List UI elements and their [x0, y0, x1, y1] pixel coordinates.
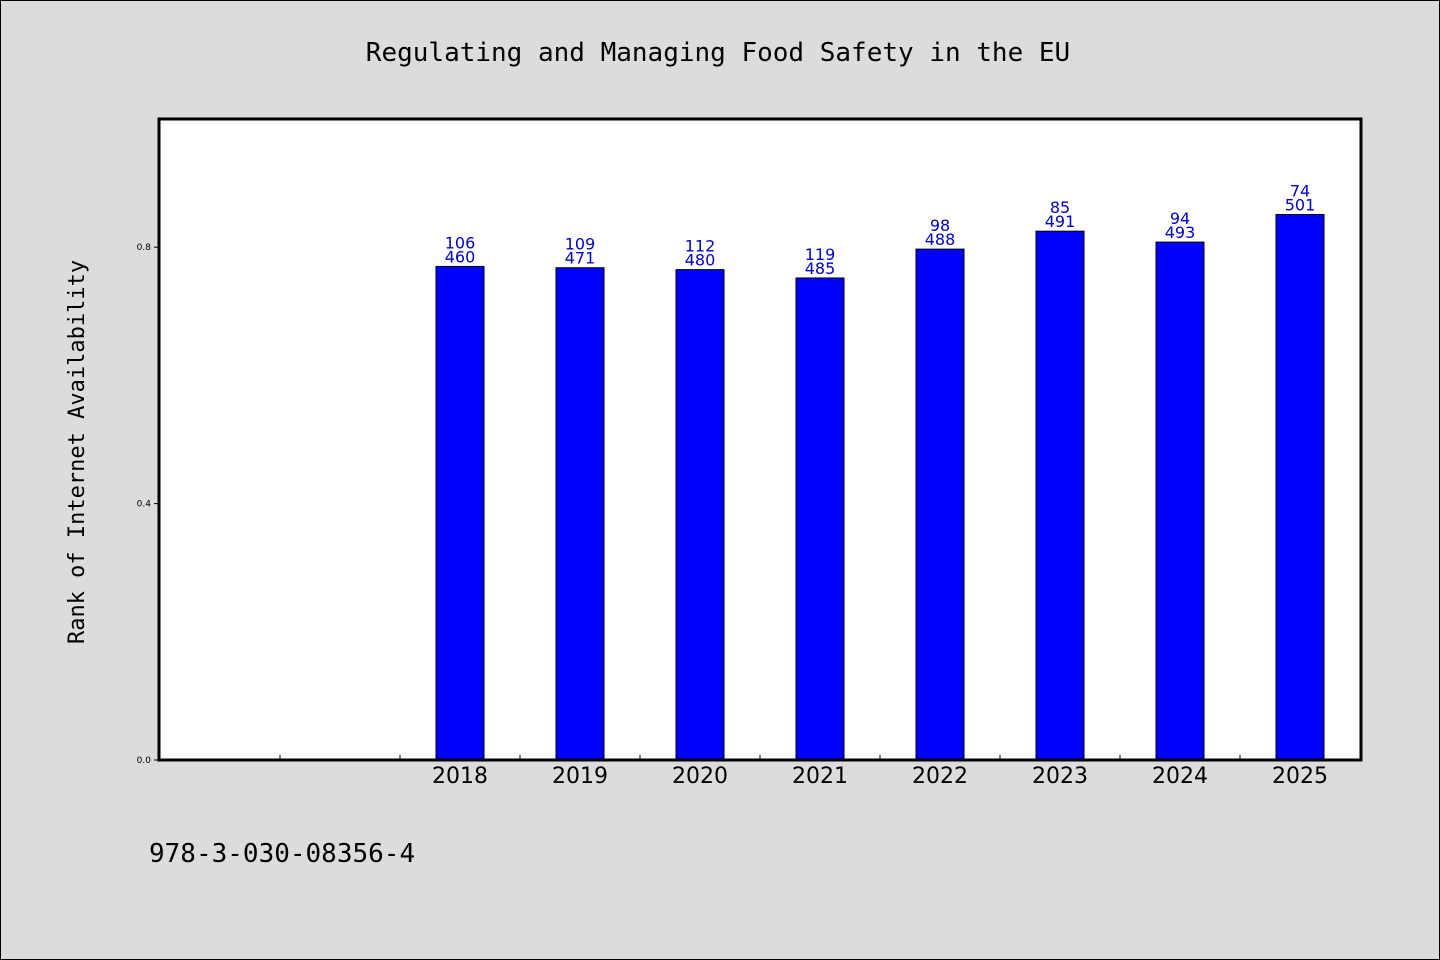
data-label-top: 119 [805, 245, 836, 264]
bar-2025 [1275, 214, 1325, 761]
bar-2021 [795, 277, 845, 761]
y-tick-label: 0.4 [137, 500, 152, 510]
data-label-top: 85 [1050, 198, 1070, 217]
x-tick-label: 2023 [1032, 764, 1088, 789]
data-label-top: 74 [1290, 182, 1310, 201]
data-label-bottom: 491 [1045, 212, 1076, 231]
bars [435, 214, 1325, 761]
axis-ticks: 0.0 0.4 0.8 [137, 243, 1241, 766]
bar-2023 [1035, 230, 1085, 761]
x-tick-label: 2020 [672, 764, 728, 789]
x-tick-label: 2018 [432, 764, 488, 789]
y-tick-label: 0.8 [137, 243, 152, 253]
x-tick-label: 2019 [552, 764, 608, 789]
x-tick-label: 2025 [1272, 764, 1328, 789]
bar-2020 [675, 269, 725, 761]
bar-2022 [915, 248, 965, 761]
data-label-bottom: 460 [445, 247, 476, 266]
isbn-text: 978-3-030-08356-4 [149, 839, 415, 869]
x-tick-label: 2024 [1152, 764, 1208, 789]
bar-2018 [435, 265, 485, 761]
x-tick-label: 2022 [912, 764, 968, 789]
x-tick-label: 2021 [792, 764, 848, 789]
data-label-top: 112 [685, 237, 716, 256]
data-label-top: 98 [930, 216, 950, 235]
data-label-bottom: 493 [1165, 223, 1196, 242]
data-label-bottom: 501 [1285, 196, 1316, 215]
data-label-top: 106 [445, 233, 476, 252]
data-label-bottom: 471 [565, 249, 596, 268]
data-label-top: 109 [565, 235, 596, 254]
plot-border [157, 117, 1363, 762]
data-label-bottom: 488 [925, 230, 956, 249]
chart-title: Regulating and Managing Food Safety in t… [366, 38, 1070, 68]
data-label-bottom: 480 [685, 251, 716, 270]
bar-2024 [1155, 241, 1205, 761]
y-tick-label: 0.0 [137, 756, 152, 766]
y-axis-label: Rank of Internet Availability [65, 260, 90, 644]
data-label-bottom: 485 [805, 259, 836, 278]
bar-2019 [555, 267, 605, 761]
data-label-top: 94 [1170, 209, 1190, 228]
